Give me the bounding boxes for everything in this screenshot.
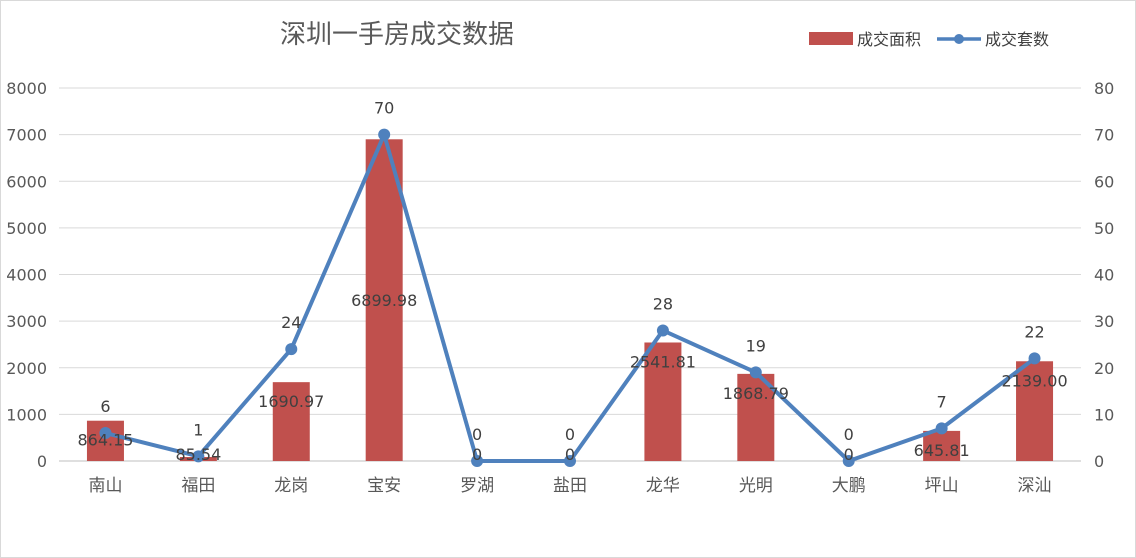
x-category-label: 宝安	[367, 476, 401, 496]
bar-data-label: 0	[472, 445, 482, 464]
y-left-tick-label: 0	[37, 452, 47, 471]
line-point-盐田	[564, 455, 576, 467]
legend-swatch-area	[809, 32, 853, 45]
bar-龙岗	[272, 382, 310, 461]
bar-data-label: 1868.79	[723, 384, 789, 403]
x-category-label: 深汕	[1018, 476, 1052, 496]
line-point-罗湖	[471, 455, 484, 467]
x-category-label: 大鹏	[832, 476, 866, 496]
y-left-tick-label: 8000	[6, 79, 47, 98]
line-point-南山	[99, 427, 112, 440]
y-right-tick-label: 0	[1094, 452, 1104, 471]
line-data-label: 70	[374, 99, 394, 118]
legend: 成交面积 成交套数	[809, 30, 1049, 49]
line-point-宝安	[378, 128, 391, 141]
x-category-label: 光明	[739, 476, 773, 496]
line-count-series	[104, 132, 1036, 463]
x-category-label: 罗湖	[460, 476, 494, 496]
line-point-深汕	[1028, 352, 1041, 365]
x-category-label: 龙岗	[274, 476, 308, 496]
line-data-label: 22	[1024, 322, 1044, 341]
y-left-tick-label: 7000	[6, 126, 47, 145]
bar-data-label: 1690.97	[258, 392, 324, 411]
line-data-label: 19	[746, 336, 766, 355]
bar-data-label: 2139.00	[1001, 371, 1067, 390]
y-left-tick-label: 4000	[6, 266, 47, 285]
bar-光明	[737, 373, 775, 461]
y-left-tick-label: 2000	[6, 359, 47, 378]
line-point-福田	[192, 450, 205, 463]
bar-data-label: 0	[565, 445, 575, 464]
chart-title: 深圳一手房成交数据	[280, 20, 514, 50]
bar-data-label: 645.81	[914, 441, 970, 460]
y-left-tick-label: 3000	[6, 312, 47, 331]
x-category-label: 坪山	[925, 476, 959, 496]
legend-swatch-count-marker	[954, 34, 964, 44]
line-data-label: 24	[281, 313, 301, 332]
bar-龙华	[644, 342, 682, 461]
y-right-tick-label: 10	[1094, 405, 1114, 424]
y-right-tick-label: 70	[1094, 126, 1114, 145]
y-right-tick-label: 60	[1094, 172, 1114, 191]
legend-label-count: 成交套数	[985, 30, 1049, 49]
x-category-label: 龙华	[646, 476, 680, 496]
x-category-label: 南山	[88, 476, 122, 496]
line-data-label: 0	[565, 425, 575, 444]
line-point-龙华	[656, 324, 669, 337]
line-point-坪山	[935, 422, 948, 435]
line-data-label: 1	[193, 420, 203, 439]
bar-data-label: 864.15	[77, 431, 133, 450]
y-right-tick-label: 50	[1094, 219, 1114, 238]
y-left-tick-label: 5000	[6, 219, 47, 238]
y-right-tick-label: 20	[1094, 359, 1114, 378]
x-category-label: 福田	[181, 476, 215, 496]
y-left-tick-label: 1000	[6, 405, 47, 424]
line-data-label: 6	[100, 397, 110, 416]
y-right-tick-label: 40	[1094, 266, 1114, 285]
y-left-tick-label: 6000	[6, 172, 47, 191]
line-data-label: 0	[472, 425, 482, 444]
bar-宝安	[365, 139, 403, 461]
bar-data-label: 2541.81	[630, 352, 696, 371]
y-right-tick-label: 80	[1094, 79, 1114, 98]
line-point-龙岗	[285, 343, 298, 356]
x-category-label: 盐田	[553, 476, 587, 496]
bar-data-label: 6899.98	[351, 291, 417, 310]
bar-深汕	[1016, 361, 1054, 461]
line-data-label: 7	[937, 392, 947, 411]
bar-data-label: 0	[844, 445, 854, 464]
line-point-大鹏	[842, 455, 855, 467]
bar-坪山	[923, 430, 961, 461]
bar-data-label: 85.54	[175, 445, 221, 464]
line-data-label: 28	[653, 294, 673, 313]
line-point-光明	[749, 366, 762, 379]
legend-label-area: 成交面积	[857, 30, 921, 49]
y-right-tick-label: 30	[1094, 312, 1114, 331]
line-data-label: 0	[844, 425, 854, 444]
